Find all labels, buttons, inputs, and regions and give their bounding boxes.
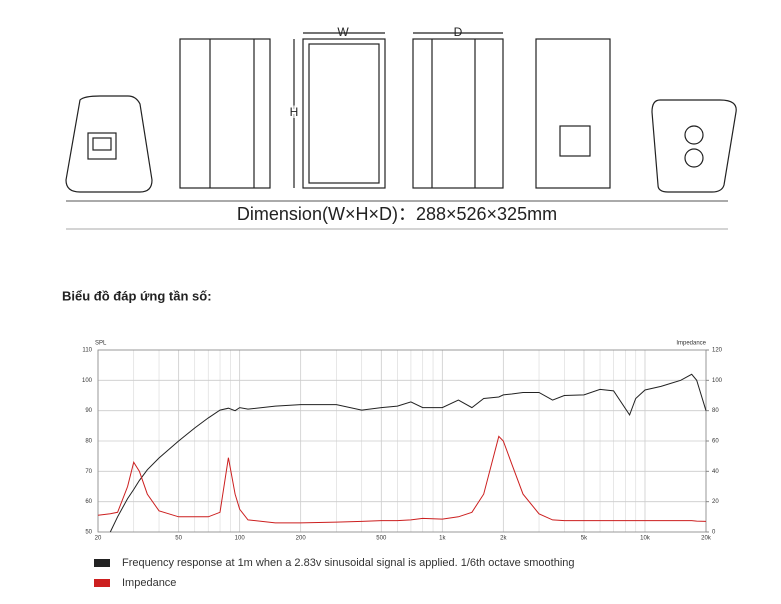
legend-label: Frequency response at 1m when a 2.83v si… — [122, 557, 575, 569]
y-tick-label: 100 — [82, 378, 93, 384]
y2-tick-label: 40 — [712, 469, 719, 475]
x-tick-label: 20k — [701, 536, 712, 542]
y2-axis-label: Impedance — [676, 341, 706, 347]
y-tick-label: 70 — [85, 469, 92, 475]
x-tick-label: 5k — [581, 536, 588, 542]
y-tick-label: 110 — [82, 348, 92, 354]
x-tick-label: 2k — [500, 536, 507, 542]
x-tick-label: 500 — [376, 536, 387, 542]
speaker-drawings — [65, 32, 737, 230]
dimension: Dimension(W×H×D)：288×526×325mm — [237, 204, 557, 224]
x-tick-label: 200 — [296, 536, 307, 542]
y-tick-label: 80 — [85, 439, 92, 445]
depth-label: D — [454, 25, 463, 39]
y-tick-label: 60 — [85, 499, 92, 505]
legend-swatch — [94, 579, 110, 587]
y-axis-label: SPL — [95, 341, 107, 347]
width-label: W — [337, 25, 349, 39]
series-line — [97, 435, 707, 524]
x-tick-label: 1k — [439, 536, 446, 542]
y2-tick-label: 20 — [712, 499, 719, 505]
y2-tick-label: 0 — [712, 530, 716, 536]
heading: Biểu đồ đáp ứng tần số: — [62, 288, 212, 303]
plot-frame — [97, 349, 707, 533]
height-label: H — [290, 105, 299, 119]
y2-tick-label: 100 — [712, 378, 723, 384]
x-tick-label: 100 — [235, 536, 246, 542]
y2-tick-label: 120 — [712, 348, 723, 354]
y2-tick-label: 60 — [712, 439, 719, 445]
y-tick-label: 90 — [85, 408, 92, 414]
x-tick-label: 20 — [95, 536, 102, 542]
x-tick-label: 50 — [175, 536, 182, 542]
legend-swatch — [94, 559, 110, 567]
series-line — [109, 373, 707, 533]
legend-label: Impedance — [122, 577, 176, 589]
x-tick-label: 10k — [640, 536, 651, 542]
y-tick-label: 50 — [85, 530, 92, 536]
y2-tick-label: 80 — [712, 408, 719, 414]
